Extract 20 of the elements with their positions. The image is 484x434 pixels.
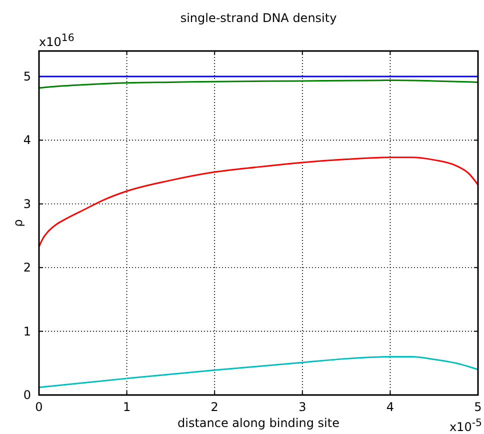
x-tick-label: 2 (210, 400, 218, 414)
y-axis-title: ρ (11, 219, 25, 227)
chart-title: single-strand DNA density (180, 11, 337, 25)
x-axis-title: distance along binding site (178, 416, 340, 430)
line-series (38, 80, 479, 89)
text: x10$^{-5}$ (449, 418, 482, 434)
y-tick-label: 0 (23, 388, 31, 402)
x-tick-label: 1 (122, 400, 131, 414)
x-tick-label: 4 (386, 400, 394, 414)
y-tick-label: 4 (23, 133, 31, 148)
x-tick-label: 0 (35, 400, 43, 414)
text: x10$^{16}$ (39, 32, 74, 49)
line-series (38, 156, 479, 248)
x-tick-label: 3 (298, 400, 306, 414)
y-tick-label: 5 (23, 69, 31, 84)
y-tick-label: 1 (23, 324, 31, 338)
y-tick-label: 2 (23, 260, 31, 275)
x-tick-label: 5 (474, 400, 482, 414)
y-tick-label: 3 (23, 196, 31, 211)
line-series (38, 356, 479, 388)
